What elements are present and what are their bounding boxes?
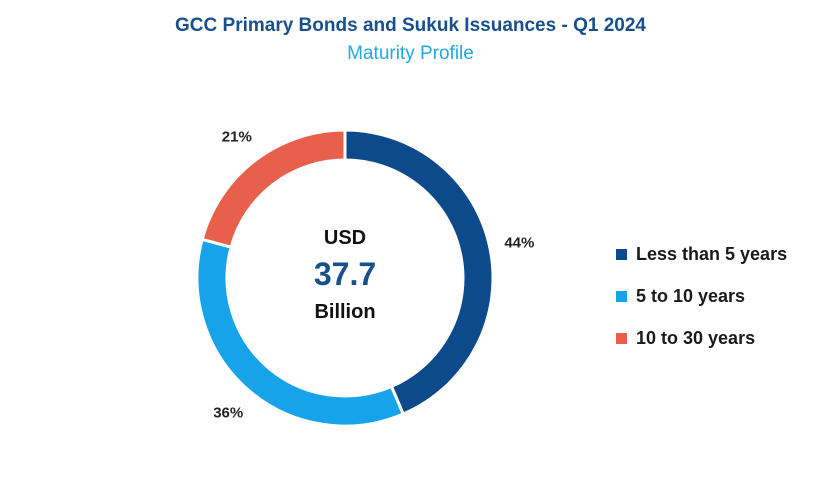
legend-label: 10 to 30 years xyxy=(636,327,756,348)
slice-value-labels: 44% 36% 21% xyxy=(213,129,534,422)
legend: Less than 5 years 5 to 10 years 10 to 30… xyxy=(616,233,787,359)
legend-label: 5 to 10 years xyxy=(636,285,746,306)
legend-label: Less than 5 years xyxy=(636,243,788,264)
legend-item-less-than-5-years: Less than 5 years xyxy=(616,233,787,275)
legend-swatch xyxy=(616,248,627,260)
donut-slice xyxy=(200,128,347,250)
slice-value-label: 36% xyxy=(213,404,243,421)
center-total-value: 37.7 xyxy=(314,256,376,292)
legend-swatch xyxy=(616,290,627,302)
center-unit-label: Billion xyxy=(314,301,375,323)
legend-swatch xyxy=(616,332,627,344)
slice-value-label: 21% xyxy=(222,129,252,146)
center-currency-label: USD xyxy=(324,227,366,249)
slice-value-label: 44% xyxy=(504,234,534,251)
chart-title: GCC Primary Bonds and Sukuk Issuances - … xyxy=(175,15,646,36)
donut-slices xyxy=(195,128,495,428)
legend-item-5-to-10-years: 5 to 10 years xyxy=(616,275,787,317)
legend-item-10-to-30-years: 10 to 30 years xyxy=(616,317,787,359)
chart-subtitle: Maturity Profile xyxy=(347,43,474,64)
